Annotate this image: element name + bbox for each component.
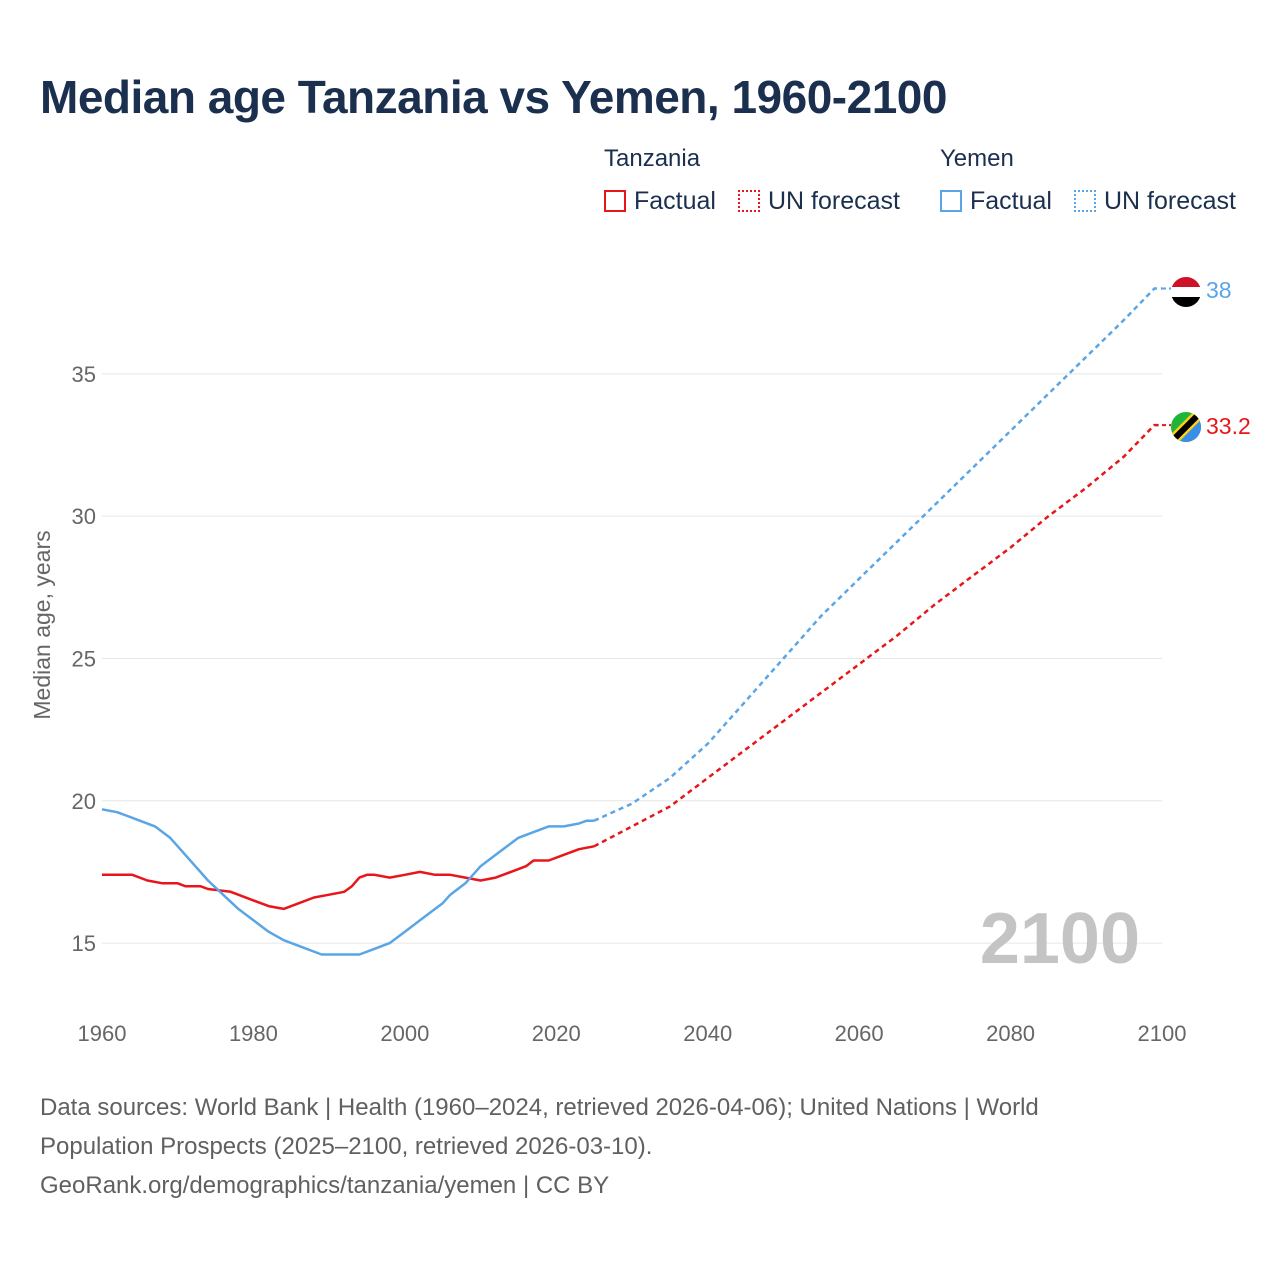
y-tick-label: 20: [72, 789, 96, 814]
current-year-watermark: 2100: [980, 899, 1140, 979]
tanzania-factual-line: [102, 845, 595, 911]
line-chart: 15 20 25 30 35 1960 1980 2000 2020 2040 2060 2080 21…: [29, 277, 1251, 1046]
source-line-2: Population Prospects (2025–2100, retriev…: [40, 1133, 653, 1160]
yemen-end-value-label: 38: [1206, 277, 1232, 303]
y-tick-label: 35: [72, 362, 96, 387]
legend-tanzania-factual[interactable]: Factual: [604, 186, 716, 216]
legend-tanzania-forecast[interactable]: UN forecast: [738, 186, 900, 216]
x-tick-label: 2080: [986, 1021, 1035, 1046]
tanzania-forecast-line: [593, 423, 1162, 848]
data-source-note: Data sources: World Bank | Health (1960–…: [40, 1088, 1220, 1205]
legend-label: Factual: [634, 186, 716, 215]
x-tick-label: 2040: [683, 1021, 732, 1046]
legend-yemen-factual[interactable]: Factual: [940, 186, 1052, 216]
legend-tanzania-title: Tanzania: [604, 145, 701, 172]
yemen-forecast-line: [593, 287, 1162, 822]
legend-label: Factual: [970, 186, 1052, 215]
x-tick-label: 2100: [1138, 1021, 1187, 1046]
legend-swatch-tanzania-forecast: [738, 190, 760, 212]
legend-yemen-title: Yemen: [940, 145, 1014, 172]
x-tick-label: 1980: [229, 1021, 278, 1046]
legend-label: UN forecast: [768, 186, 900, 215]
tanzania-end-value-label: 33.2: [1206, 413, 1251, 439]
source-link[interactable]: GeoRank.org/demographics/tanzania/yemen …: [40, 1172, 610, 1199]
legend-swatch-tanzania-factual: [604, 190, 626, 212]
y-tick-label: 30: [72, 504, 96, 529]
y-tick-label: 15: [72, 931, 96, 956]
x-tick-label: 2060: [835, 1021, 884, 1046]
legend-swatch-yemen-factual: [940, 190, 962, 212]
y-axis-label: Median age, years: [29, 530, 55, 719]
yemen-factual-line: [101, 808, 595, 956]
legend-label: UN forecast: [1104, 186, 1236, 215]
y-tick-label: 25: [72, 646, 96, 671]
x-tick-label: 2020: [532, 1021, 581, 1046]
tanzania-flag-icon: [1171, 412, 1201, 442]
chart-title: Median age Tanzania vs Yemen, 1960-2100: [40, 71, 947, 123]
source-line-1: Data sources: World Bank | Health (1960–…: [40, 1094, 1039, 1121]
legend-swatch-yemen-forecast: [1074, 190, 1096, 212]
yemen-flag-icon: [1171, 277, 1201, 307]
x-tick-label: 1960: [78, 1021, 127, 1046]
x-tick-label: 2000: [380, 1021, 429, 1046]
legend-yemen-forecast[interactable]: UN forecast: [1074, 186, 1236, 216]
